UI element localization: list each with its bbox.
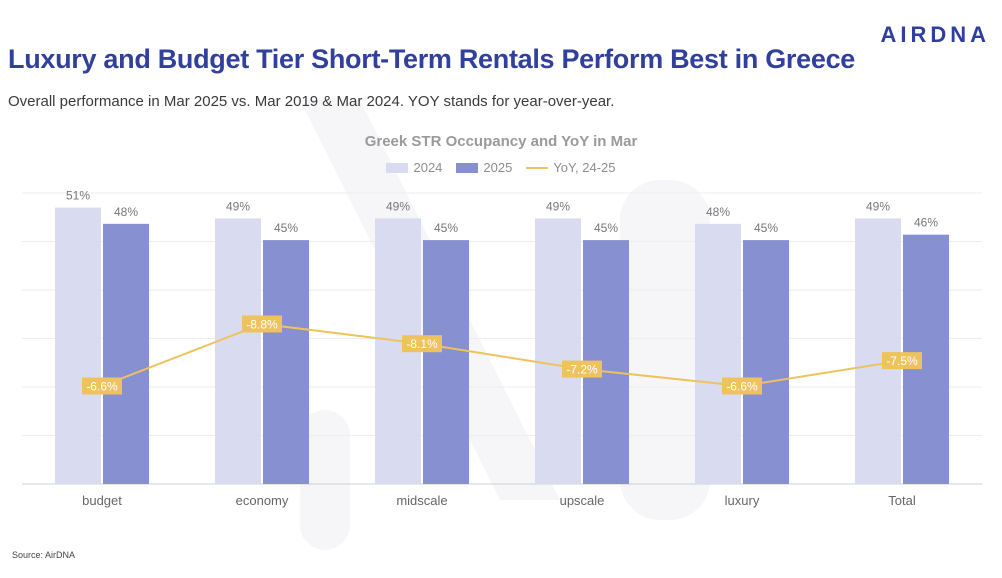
yoy-label-box bbox=[722, 377, 762, 395]
legend-label-2025: 2025 bbox=[483, 160, 513, 175]
bar-label-2025: 45% bbox=[594, 221, 618, 235]
bar-2025 bbox=[103, 223, 149, 484]
legend-item-2024: 2024 bbox=[386, 160, 442, 175]
category-label: Total bbox=[888, 493, 916, 508]
bar-label-2024: 49% bbox=[386, 199, 410, 213]
chart-legend: 2024 2025 YoY, 24-25 bbox=[0, 160, 1002, 175]
yoy-label-box bbox=[402, 335, 442, 353]
legend-swatch-yoy bbox=[526, 166, 549, 169]
bar-label-2025: 45% bbox=[274, 221, 298, 235]
legend-swatch-2025 bbox=[456, 162, 479, 173]
yoy-label-box bbox=[562, 360, 602, 378]
legend-label-2024: 2024 bbox=[413, 160, 443, 175]
bar-label-2024: 49% bbox=[866, 199, 890, 213]
yoy-label: -6.6% bbox=[86, 380, 118, 394]
bar-2024 bbox=[55, 207, 101, 484]
yoy-label: -7.5% bbox=[886, 354, 918, 368]
yoy-label-box bbox=[242, 315, 282, 333]
bar-2024 bbox=[695, 223, 741, 484]
page-title: Luxury and Budget Tier Short-Term Rental… bbox=[8, 44, 856, 74]
bar-2024 bbox=[215, 218, 261, 485]
yoy-label: -8.1% bbox=[406, 337, 438, 351]
yoy-label: -8.8% bbox=[246, 317, 278, 331]
category-label: economy bbox=[236, 493, 289, 508]
bar-2025 bbox=[743, 240, 789, 484]
category-label: upscale bbox=[560, 493, 605, 508]
legend-swatch-2024 bbox=[386, 162, 409, 173]
bar-label-2025: 45% bbox=[754, 221, 778, 235]
page-subtitle: Overall performance in Mar 2025 vs. Mar … bbox=[8, 93, 615, 110]
legend-label-yoy: YoY, 24-25 bbox=[553, 160, 616, 175]
bar-2024 bbox=[855, 218, 901, 485]
chart-title: Greek STR Occupancy and YoY in Mar bbox=[364, 133, 638, 150]
bar-label-2024: 49% bbox=[226, 199, 250, 213]
category-label: midscale bbox=[396, 493, 447, 508]
bar-label-2024: 48% bbox=[706, 205, 730, 219]
bar-label-2024: 51% bbox=[66, 189, 90, 203]
yoy-label-box bbox=[882, 352, 922, 370]
bar-label-2024: 49% bbox=[546, 199, 570, 213]
category-label: budget bbox=[82, 493, 122, 508]
yoy-label: -6.6% bbox=[726, 380, 758, 394]
yoy-label: -7.2% bbox=[566, 363, 598, 377]
legend-item-yoy: YoY, 24-25 bbox=[526, 160, 616, 175]
airdna-logo: AIRDNA bbox=[880, 22, 990, 47]
category-label: luxury bbox=[725, 493, 760, 508]
yoy-line bbox=[101, 322, 903, 388]
bar-label-2025: 45% bbox=[434, 221, 458, 235]
yoy-label-box bbox=[82, 377, 122, 395]
bar-2025 bbox=[263, 240, 309, 484]
source-note: Source: AirDNA bbox=[12, 550, 76, 560]
legend-item-2025: 2025 bbox=[456, 160, 512, 175]
bar-2024 bbox=[535, 218, 581, 485]
bar-2025 bbox=[423, 240, 469, 484]
bar-label-2025: 48% bbox=[114, 205, 138, 219]
bar-label-2025: 46% bbox=[914, 216, 938, 230]
